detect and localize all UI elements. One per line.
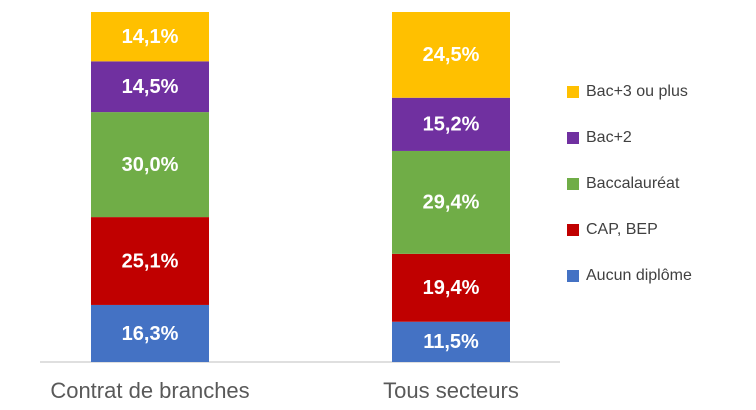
data-label: 24,5% xyxy=(423,44,480,66)
data-label: 16,3% xyxy=(122,323,179,345)
data-label: 14,5% xyxy=(122,76,179,98)
legend-swatch xyxy=(567,224,579,236)
bar-segment xyxy=(392,12,510,98)
bar-segment xyxy=(91,112,209,218)
bar-segment xyxy=(91,61,209,113)
legend-label: Bac+2 xyxy=(586,129,632,146)
legend-swatch xyxy=(567,86,579,98)
bar-segment xyxy=(91,217,209,305)
legend-label: CAP, BEP xyxy=(586,221,658,238)
legend-label: Aucun diplôme xyxy=(586,267,692,284)
bar-segment xyxy=(392,97,510,151)
bar-segment xyxy=(392,253,510,322)
x-tick-label: Tous secteurs xyxy=(383,378,519,403)
data-label: 15,2% xyxy=(423,114,480,136)
data-label: 19,4% xyxy=(423,277,480,299)
data-label: 14,1% xyxy=(122,26,179,48)
bar-segment xyxy=(91,304,209,362)
bar-segment xyxy=(392,150,510,254)
legend-swatch xyxy=(567,132,579,144)
data-label: 29,4% xyxy=(423,192,480,214)
legend-swatch xyxy=(567,178,579,190)
data-label: 30,0% xyxy=(122,154,179,176)
bar-segment xyxy=(91,12,209,62)
legend-label: Bac+3 ou plus xyxy=(586,83,688,100)
x-tick-label: Contrat de branches xyxy=(50,378,249,403)
legend-label: Baccalauréat xyxy=(586,175,680,192)
data-label: 11,5% xyxy=(423,331,479,353)
bar-segment xyxy=(392,321,510,362)
data-label: 25,1% xyxy=(122,250,179,272)
legend-swatch xyxy=(567,270,579,282)
